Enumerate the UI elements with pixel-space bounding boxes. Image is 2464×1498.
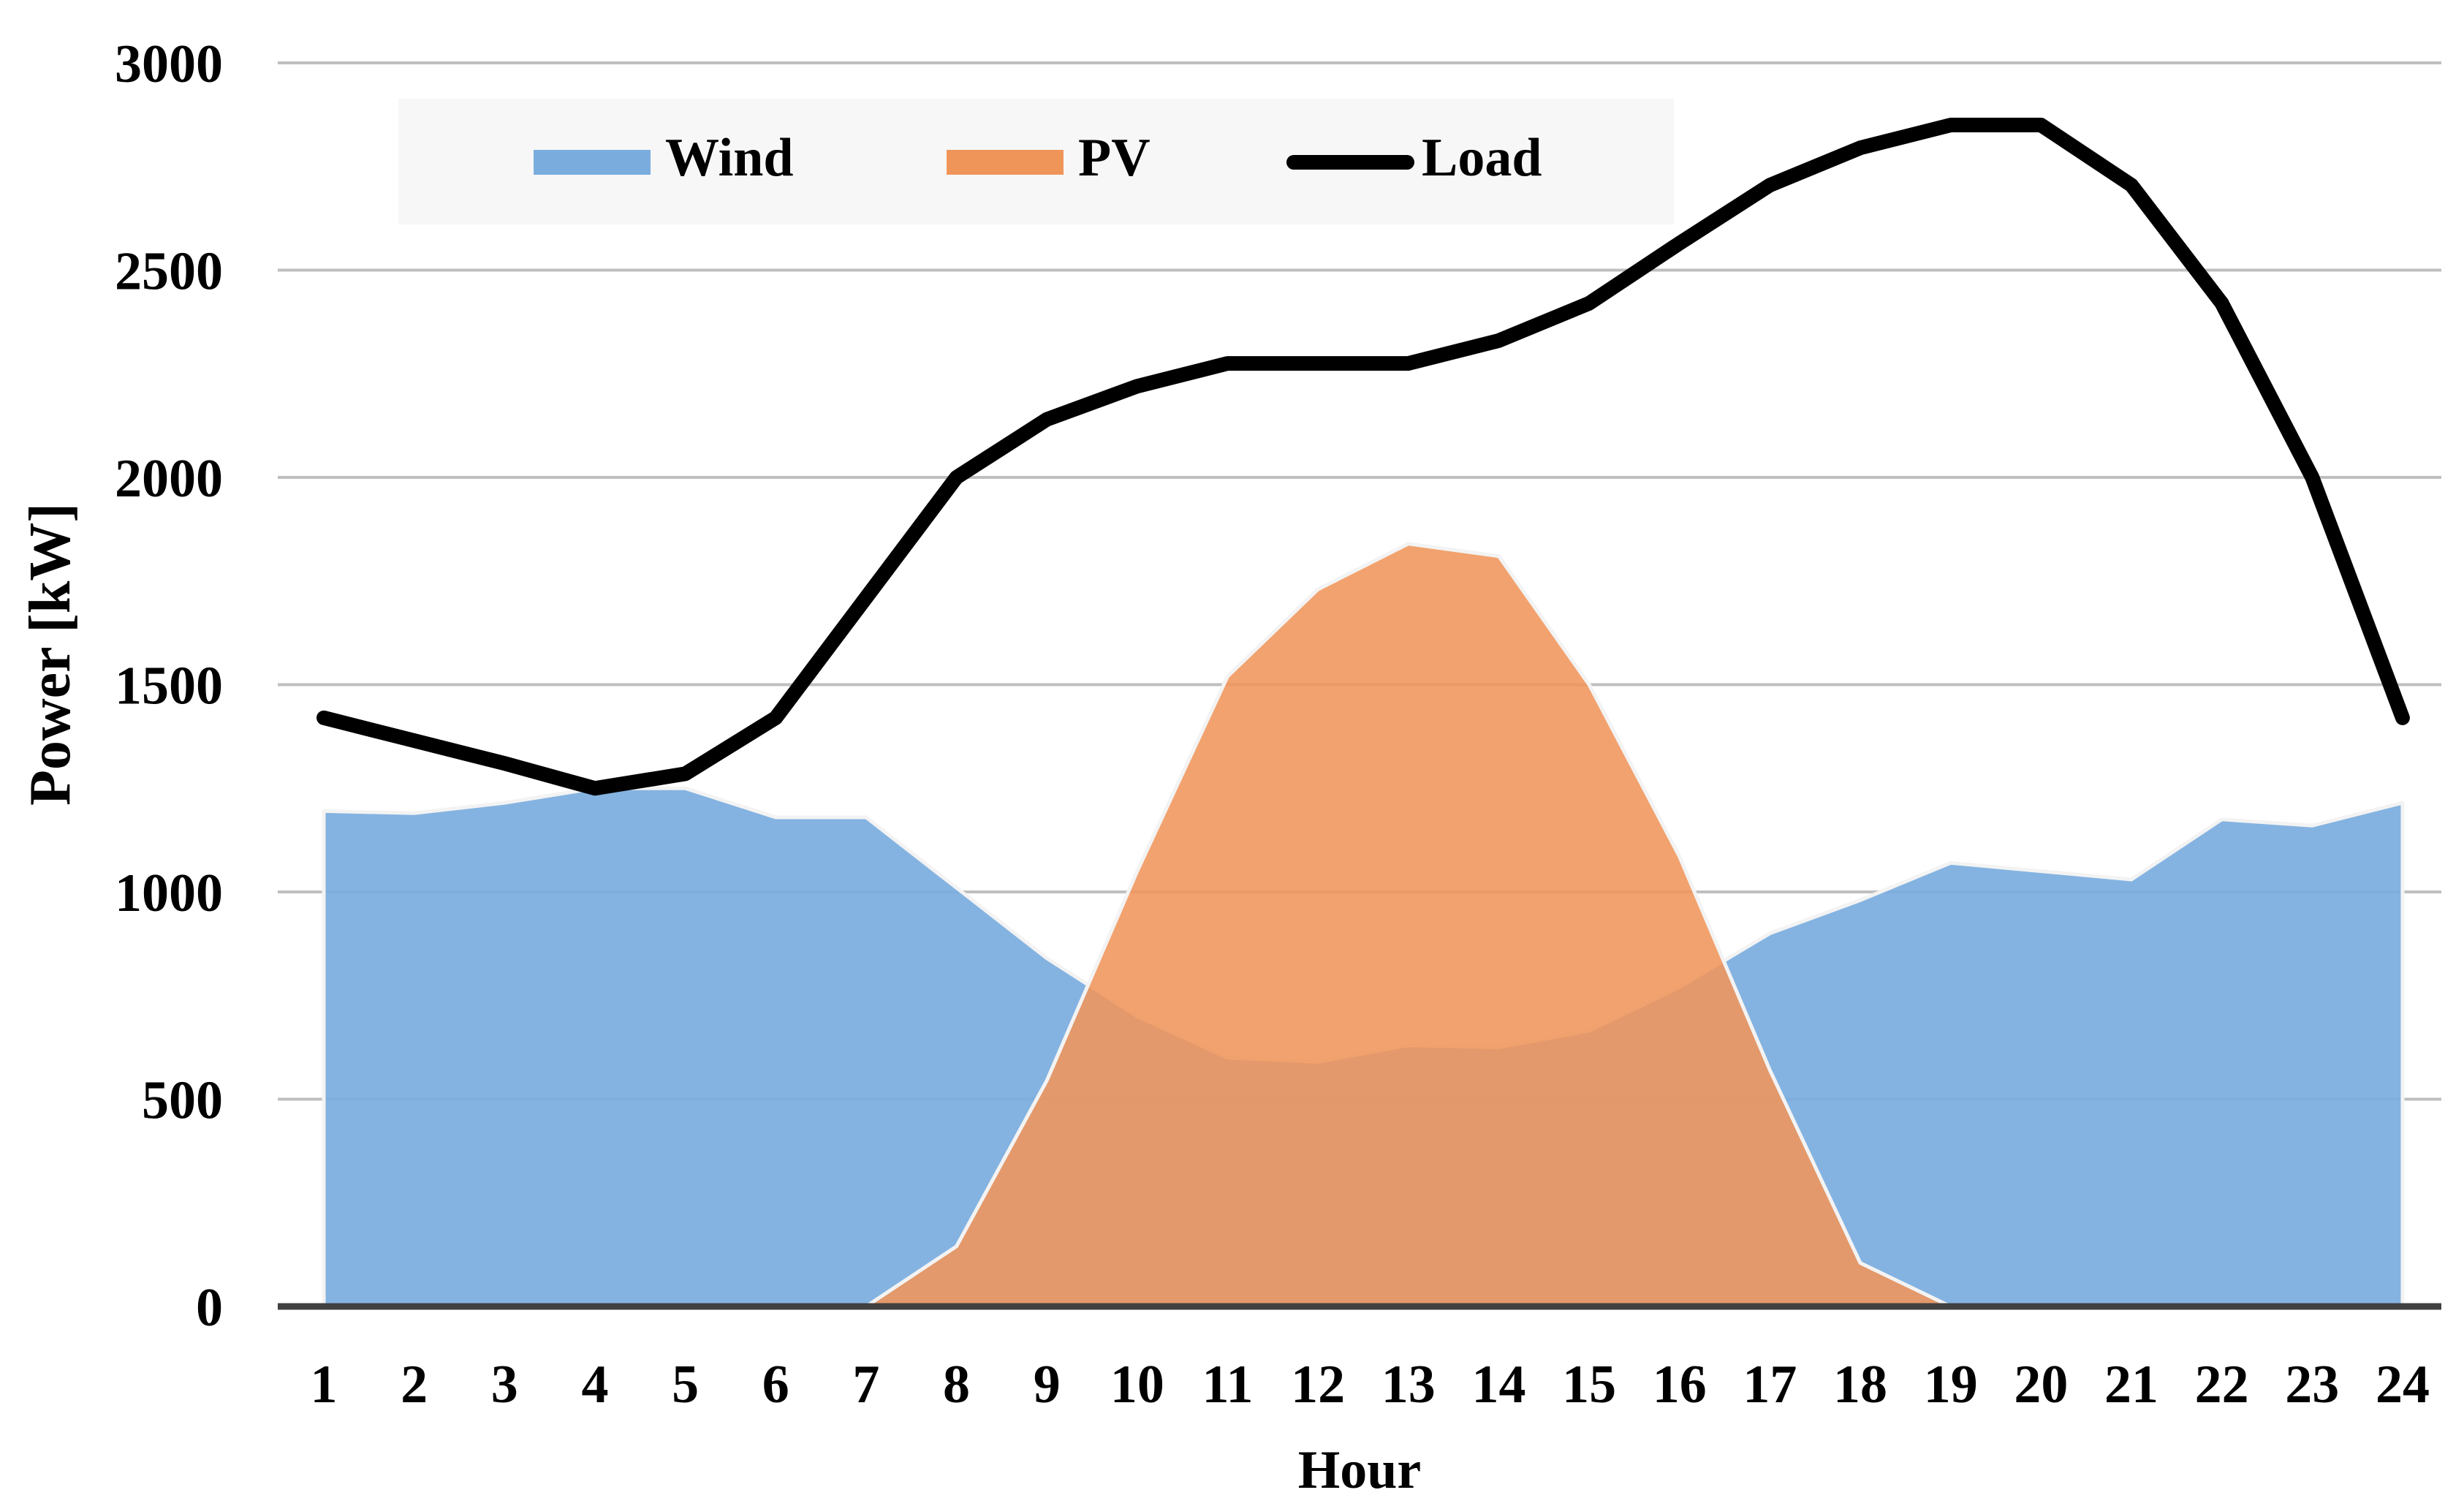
point-pv-15 <box>1588 684 1591 686</box>
x-tick-label-2: 2 <box>401 1355 428 1415</box>
point-wind-9 <box>1045 957 1048 960</box>
x-tick-label-3: 3 <box>491 1355 518 1415</box>
legend-label-wind: Wind <box>665 128 794 188</box>
x-tick-label-13: 13 <box>1381 1355 1436 1415</box>
x-tick-label-7: 7 <box>852 1355 879 1415</box>
point-wind-17 <box>1768 932 1771 935</box>
x-tick-label-18: 18 <box>1833 1355 1887 1415</box>
point-load-5 <box>684 772 687 775</box>
x-tick-label-12: 12 <box>1291 1355 1345 1415</box>
point-load-11 <box>1227 362 1229 365</box>
point-load-2 <box>413 739 416 742</box>
point-load-19 <box>1949 124 1952 126</box>
point-pv-18 <box>1859 1261 1862 1264</box>
y-tick-label-2500: 2500 <box>115 242 223 302</box>
point-wind-2 <box>413 812 416 814</box>
point-load-7 <box>865 596 868 599</box>
point-pv-14 <box>1497 555 1500 558</box>
point-pv-17 <box>1768 1069 1771 1072</box>
legend-label-pv: PV <box>1078 128 1151 188</box>
point-wind-1 <box>322 809 325 812</box>
point-load-8 <box>955 476 958 479</box>
point-wind-23 <box>2311 824 2313 827</box>
legend-item-pv: PV <box>947 128 1151 188</box>
x-tick-label-23: 23 <box>2285 1355 2339 1415</box>
y-tick-label-1500: 1500 <box>115 657 223 716</box>
point-pv-13 <box>1407 542 1410 545</box>
series-lines <box>316 118 2410 796</box>
point-load-18 <box>1859 146 1862 149</box>
x-tick-label-16: 16 <box>1653 1355 1707 1415</box>
x-tick-label-8: 8 <box>943 1355 970 1415</box>
point-wind-24 <box>2401 801 2404 804</box>
x-tick-label-22: 22 <box>2195 1355 2249 1415</box>
legend-item-wind: Wind <box>534 128 794 188</box>
y-tick-label-2000: 2000 <box>115 449 223 509</box>
point-load-16 <box>1678 242 1681 245</box>
point-load-24 <box>2401 716 2404 719</box>
y-tick-label-500: 500 <box>142 1071 223 1131</box>
x-tick-label-17: 17 <box>1743 1355 1797 1415</box>
x-tick-label-19: 19 <box>1924 1355 1978 1415</box>
legend-swatch-pv <box>947 150 1064 175</box>
series-areas <box>322 542 2405 1309</box>
point-load-3 <box>503 762 506 765</box>
legend-swatch-wind <box>534 150 651 175</box>
x-tick-label-20: 20 <box>2014 1355 2068 1415</box>
point-pv-8 <box>955 1245 958 1248</box>
point-wind-19 <box>1949 861 1952 864</box>
point-load-17 <box>1768 184 1771 186</box>
x-tick-label-4: 4 <box>581 1355 608 1415</box>
legend-item-load: Load <box>1286 128 1542 188</box>
legend-label-load: Load <box>1422 128 1542 188</box>
x-axis-title: Hour <box>1298 1440 1422 1494</box>
x-tick-label-15: 15 <box>1562 1355 1616 1415</box>
x-tick-label-5: 5 <box>672 1355 699 1415</box>
point-pv-10 <box>1136 870 1139 873</box>
x-tick-label-21: 21 <box>2104 1355 2158 1415</box>
point-load-20 <box>2039 124 2042 126</box>
point-wind-3 <box>503 801 506 804</box>
point-load-10 <box>1136 385 1139 387</box>
x-tick-label-11: 11 <box>1202 1355 1254 1415</box>
point-load-9 <box>1045 418 1048 421</box>
point-load-1 <box>322 716 325 719</box>
x-tick-label-6: 6 <box>762 1355 789 1415</box>
point-wind-8 <box>955 886 958 889</box>
x-tick-label-9: 9 <box>1034 1355 1061 1415</box>
x-tick-label-10: 10 <box>1110 1355 1164 1415</box>
point-load-6 <box>774 716 777 719</box>
point-load-23 <box>2311 476 2313 479</box>
point-load-12 <box>1316 362 1319 365</box>
x-tick-label-14: 14 <box>1471 1355 1525 1415</box>
legend: Wind PV Load <box>398 99 1674 224</box>
point-wind-21 <box>2130 878 2133 881</box>
line-load <box>316 118 2410 796</box>
point-load-4 <box>594 787 596 790</box>
y-tick-label-1000: 1000 <box>115 863 223 923</box>
point-pv-11 <box>1227 675 1229 678</box>
point-pv-16 <box>1678 855 1681 858</box>
point-wind-7 <box>865 816 868 819</box>
point-load-22 <box>2221 302 2224 305</box>
point-load-13 <box>1407 362 1410 365</box>
y-tick-label-0: 0 <box>196 1278 223 1338</box>
point-load-14 <box>1497 339 1500 342</box>
point-wind-6 <box>774 816 777 819</box>
point-pv-12 <box>1316 588 1319 591</box>
point-wind-18 <box>1859 899 1862 901</box>
y-tick-label-3000: 3000 <box>115 34 223 94</box>
point-wind-5 <box>684 787 687 790</box>
x-tick-label-1: 1 <box>311 1355 338 1415</box>
point-load-15 <box>1588 302 1591 305</box>
y-axis-title: Power [kW] <box>18 503 83 806</box>
point-load-21 <box>2130 184 2133 186</box>
point-pv-9 <box>1045 1079 1048 1082</box>
point-wind-20 <box>2039 870 2042 873</box>
point-wind-22 <box>2221 818 2224 821</box>
x-tick-label-24: 24 <box>2376 1355 2430 1415</box>
